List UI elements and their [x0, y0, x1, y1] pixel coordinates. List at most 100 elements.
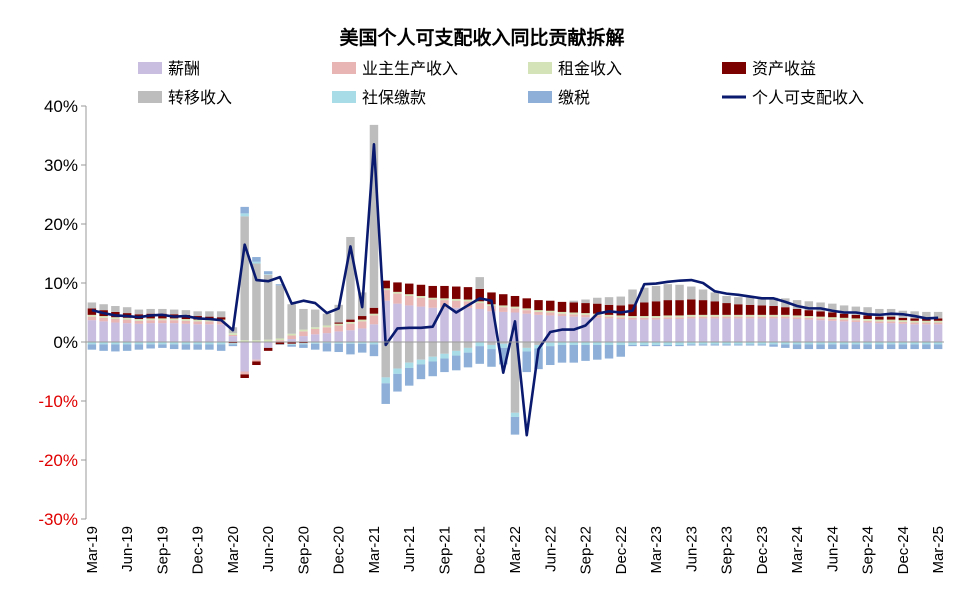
y-tick-label: 0% — [53, 333, 78, 352]
bar-segment — [640, 319, 649, 342]
axes — [85, 106, 944, 519]
bar-segment — [263, 274, 273, 275]
bar-segment — [698, 316, 708, 319]
bar-segment — [111, 306, 120, 312]
bar-segment — [346, 330, 355, 342]
bar-segment — [922, 320, 931, 323]
bar-segment — [240, 340, 249, 342]
legend-swatch — [332, 91, 356, 103]
bar-segment — [640, 317, 649, 320]
bar-segment — [546, 346, 555, 366]
bar-segment — [322, 343, 332, 352]
bar-segment — [158, 323, 167, 342]
bar-segment — [452, 350, 461, 356]
x-tick-label: Sep-22 — [578, 526, 595, 574]
bar-segment — [745, 304, 755, 315]
bar-segment — [346, 321, 355, 324]
bar-segment — [557, 311, 567, 314]
bar-segment — [640, 287, 649, 303]
bar-segment — [569, 314, 578, 317]
bar-segment — [675, 317, 684, 319]
bar-segment — [440, 358, 449, 373]
legend-swatch — [138, 62, 162, 74]
bar-segment — [863, 307, 872, 316]
legend-swatch — [528, 91, 552, 103]
legend-label: 租金收入 — [558, 59, 622, 78]
bar-segment — [581, 314, 590, 318]
bar-segment — [557, 301, 567, 312]
legend-swatch — [722, 62, 746, 74]
bar-segment — [698, 318, 708, 342]
bar-segment — [216, 321, 226, 325]
bar-segment — [863, 315, 872, 319]
series-line — [91, 143, 939, 437]
bar-segment — [181, 318, 191, 321]
bar-segment — [169, 320, 179, 324]
bar-segment — [898, 320, 908, 322]
bar-segment — [322, 333, 332, 342]
bar-segment — [839, 342, 849, 345]
bar-segment — [299, 342, 308, 344]
bar-segment — [933, 318, 943, 321]
bar-segment — [581, 303, 590, 314]
bar-segment — [428, 297, 437, 300]
bar-segment — [475, 308, 484, 342]
bar-segment — [275, 338, 285, 341]
bar-segment — [393, 368, 402, 374]
bar-segment — [357, 319, 367, 322]
bar-segment — [839, 344, 849, 350]
bar-segment — [875, 344, 884, 350]
bar-segment — [745, 316, 755, 319]
bar-segment — [804, 310, 814, 317]
bar-segment — [463, 342, 473, 348]
bar-segment — [263, 339, 273, 342]
bar-segment — [181, 323, 191, 342]
bar-segment — [122, 342, 132, 345]
bar-segment — [440, 285, 449, 299]
bar-segment — [698, 342, 708, 345]
bar-segment — [792, 342, 802, 345]
bar-segment — [828, 342, 837, 345]
bar-segment — [181, 344, 191, 350]
bar-segment — [134, 318, 144, 321]
bar-segment — [452, 307, 461, 342]
bar-segment — [122, 344, 132, 351]
bar-segment — [146, 342, 155, 345]
bar-segment — [228, 333, 238, 335]
bar-segment — [240, 342, 249, 372]
bar-segment — [111, 318, 120, 323]
bar-segment — [675, 284, 684, 301]
bar-segment — [710, 314, 720, 317]
bar-segment — [193, 344, 202, 350]
bar-segment — [898, 321, 908, 324]
bar-segment — [839, 313, 849, 318]
bar-segment — [734, 342, 743, 345]
bar-segment — [792, 317, 802, 319]
bar-segment — [616, 318, 626, 342]
bar-segment — [381, 383, 390, 404]
bar-segment — [922, 322, 931, 325]
bar-segment — [334, 325, 343, 332]
bar-segment — [522, 351, 531, 373]
bar-segment — [240, 216, 249, 341]
bar-segment — [875, 316, 884, 320]
bar-segment — [687, 318, 696, 342]
bar-segment — [640, 302, 649, 317]
bar-segment — [933, 320, 943, 323]
bar-segment — [769, 342, 778, 345]
bar-segment — [463, 307, 473, 342]
bar-segment — [593, 317, 602, 342]
bar-segment — [334, 342, 343, 344]
bar-segment — [804, 301, 814, 311]
bar-segment — [933, 342, 943, 345]
line-layer — [91, 143, 939, 437]
bar-segment — [710, 292, 720, 302]
bar-segment — [346, 323, 355, 331]
bar-segment — [240, 374, 249, 378]
bar-segment — [781, 342, 790, 345]
bar-segment — [357, 342, 367, 344]
bar-segment — [122, 307, 132, 314]
bar-segment — [510, 306, 520, 309]
bar-segment — [757, 342, 767, 345]
bar-segment — [581, 342, 590, 345]
